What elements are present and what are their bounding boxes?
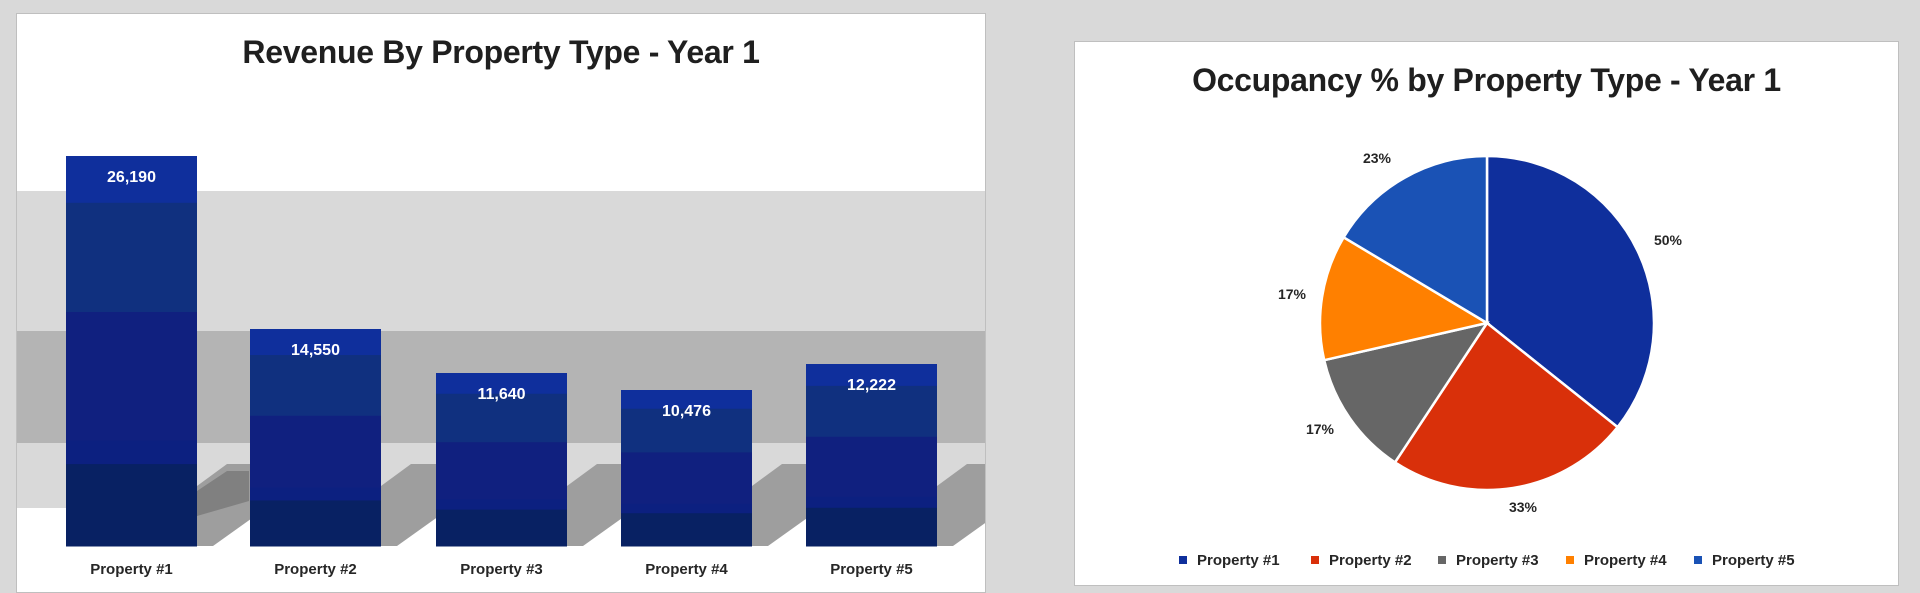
bar-property-1[interactable]: 26,190 bbox=[66, 156, 197, 547]
category-label: Property #2 bbox=[274, 561, 357, 578]
bar-shadow bbox=[752, 464, 810, 546]
legend-item-property-4[interactable]: Property #4 bbox=[1566, 552, 1667, 569]
pie-data-label: 17% bbox=[1278, 286, 1307, 302]
legend-swatch-icon bbox=[1179, 556, 1187, 564]
legend-swatch-icon bbox=[1311, 556, 1319, 564]
legend-item-property-2[interactable]: Property #2 bbox=[1311, 552, 1412, 569]
pie-slice-property-4[interactable] bbox=[1318, 235, 1491, 362]
revenue-chart-panel[interactable]: Revenue By Property Type - Year 1 26,190… bbox=[16, 13, 986, 593]
legend-item-property-3[interactable]: Property #3 bbox=[1438, 552, 1539, 569]
legend-swatch-icon bbox=[1694, 556, 1702, 564]
category-label: Property #4 bbox=[645, 561, 728, 578]
pie-slice-property-2[interactable] bbox=[1393, 321, 1620, 492]
pie-slice-property-1[interactable] bbox=[1485, 154, 1656, 429]
category-label: Property #3 bbox=[460, 561, 543, 578]
legend-label: Property #4 bbox=[1584, 552, 1667, 569]
bar-property-2[interactable]: 14,550 bbox=[250, 329, 381, 547]
bar-data-label: 12,222 bbox=[847, 377, 896, 394]
bar-property-4[interactable]: 10,476 bbox=[621, 390, 752, 547]
bar-shadow bbox=[381, 464, 439, 546]
category-label: Property #5 bbox=[830, 561, 913, 578]
pie-data-label: 33% bbox=[1509, 499, 1538, 515]
legend-label: Property #1 bbox=[1197, 552, 1280, 569]
occupancy-chart-panel[interactable]: Occupancy % by Property Type - Year 1 50… bbox=[1074, 41, 1899, 586]
legend-swatch-icon bbox=[1438, 556, 1446, 564]
bar-shadow bbox=[937, 464, 985, 546]
pie-data-label: 23% bbox=[1363, 150, 1392, 166]
pie-slice-property-5[interactable] bbox=[1341, 154, 1489, 326]
bar-property-3[interactable]: 11,640 bbox=[436, 373, 567, 547]
bar-data-label: 11,640 bbox=[477, 386, 525, 403]
bar-shadow bbox=[197, 464, 255, 546]
pie-data-label: 50% bbox=[1654, 232, 1683, 248]
category-label: Property #1 bbox=[90, 561, 173, 578]
bar-data-label: 14,550 bbox=[291, 342, 340, 359]
legend-item-property-5[interactable]: Property #5 bbox=[1694, 552, 1795, 569]
legend-label: Property #2 bbox=[1329, 552, 1412, 569]
bar-shadow bbox=[567, 464, 625, 546]
bar-property-5[interactable]: 12,222 bbox=[806, 364, 937, 547]
legend-label: Property #5 bbox=[1712, 552, 1795, 569]
pie-slice-property-3[interactable] bbox=[1322, 321, 1490, 465]
chart-title: Occupancy % by Property Type - Year 1 bbox=[1192, 62, 1781, 98]
legend-label: Property #3 bbox=[1456, 552, 1539, 569]
bar-data-label: 26,190 bbox=[107, 169, 156, 186]
legend-item-property-1[interactable]: Property #1 bbox=[1179, 552, 1280, 569]
legend-swatch-icon bbox=[1566, 556, 1574, 564]
bar-chart-plot: 26,190 Property #1 14,550 Property #2 11,640… bbox=[17, 156, 985, 578]
pie-data-label: 17% bbox=[1306, 421, 1335, 437]
bar-data-label: 10,476 bbox=[662, 403, 711, 420]
pie-chart-plot: 50% 33% 17% 17% 23% Property #1 Property #2 Pro… bbox=[1179, 150, 1795, 569]
chart-title: Revenue By Property Type - Year 1 bbox=[242, 34, 760, 70]
